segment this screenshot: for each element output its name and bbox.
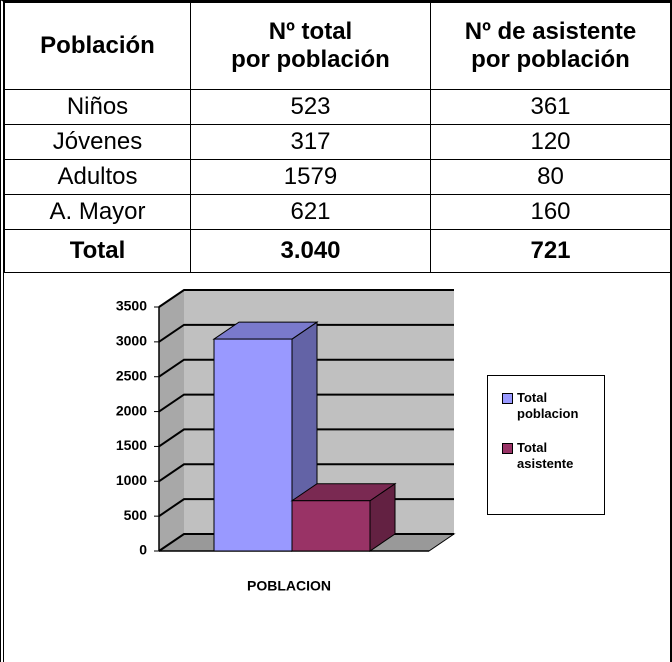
y-tick-label: 500: [124, 507, 148, 523]
y-tick-label: 2500: [116, 367, 147, 383]
x-tick-label: POBLACION: [247, 578, 331, 594]
y-tick-label: 3500: [116, 298, 147, 314]
header-cell: Población: [4, 2, 191, 90]
legend-label: Total poblacion: [517, 390, 579, 421]
table: Población Nº total por población Nº de asis…: [4, 2, 671, 273]
legend-label: Total asistente: [517, 440, 574, 471]
header-cell: Nº de asistente por población: [430, 2, 671, 90]
table-cell: 523: [190, 89, 431, 125]
legend: Total poblacion Total asistente: [487, 375, 605, 515]
header-line: por población: [231, 46, 390, 73]
table-cell: Adultos: [4, 159, 191, 195]
legend-item: Total poblacion: [502, 390, 598, 422]
table-row: Jóvenes 317 120: [4, 124, 671, 160]
table-cell: 361: [430, 89, 671, 125]
grid-line: [158, 323, 454, 343]
legend-swatch: [502, 393, 513, 404]
grid-line: [158, 358, 454, 378]
y-tick-label: 1000: [116, 472, 147, 488]
header-line: Nº de asistente: [464, 18, 637, 45]
grid-line: [158, 393, 454, 413]
header-line: Población: [40, 32, 155, 59]
side-wall: [159, 290, 184, 551]
y-tick-label: 2000: [116, 402, 147, 418]
y-tick-label: 1500: [116, 437, 147, 453]
table-body: Niños 523 361 Jóvenes 317 120 Adultos 1579 80 A. …: [4, 89, 671, 273]
table-cell: 1579: [190, 159, 431, 195]
table-cell: Total: [4, 229, 191, 273]
bar: [291, 500, 371, 552]
chart: 0 500 1000 1500 2000 2500 3000 3500 POBLACION: [116, 289, 456, 594]
table-cell: 317: [190, 124, 431, 160]
grid-line: [158, 463, 454, 483]
legend-item: Total asistente: [502, 440, 598, 472]
table-cell: 621: [190, 194, 431, 230]
grid-line: [158, 289, 454, 308]
table-header: Población Nº total por población Nº de asis…: [4, 2, 671, 90]
legend-swatch: [502, 443, 513, 454]
header-line: Nº total: [268, 18, 353, 45]
y-tick-label: 0: [139, 542, 147, 558]
y-tick-label: 3000: [116, 333, 147, 349]
grid-line: [158, 428, 454, 448]
header-line: por población: [471, 46, 630, 73]
table-row: Total 3.040 721: [4, 229, 671, 273]
table-cell: 3.040: [190, 229, 431, 273]
table-cell: 721: [430, 229, 671, 273]
bar: [213, 338, 293, 552]
header-cell: Nº total por población: [190, 2, 431, 90]
